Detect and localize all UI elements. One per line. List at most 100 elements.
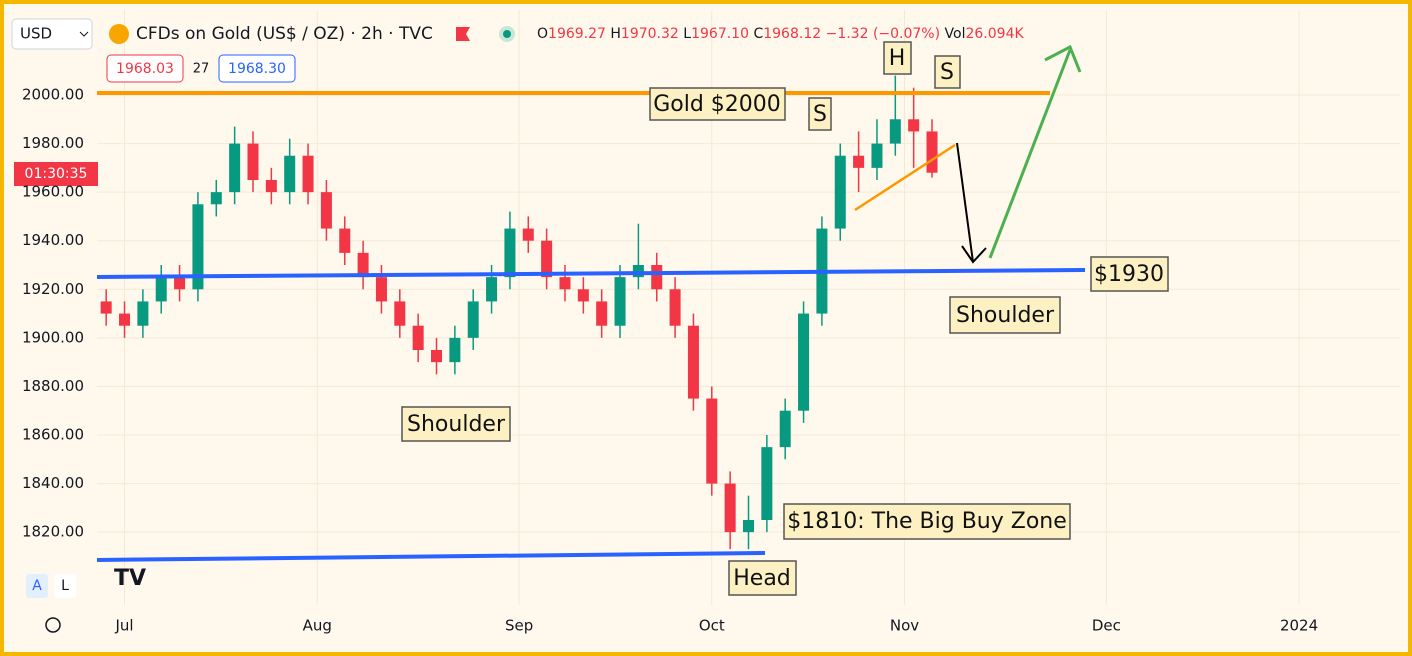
ask: 1968.30	[228, 61, 286, 77]
x-tick-label: Nov	[890, 617, 919, 635]
candle-body	[632, 265, 644, 278]
annotation: Gold $2000	[653, 92, 781, 117]
candle-body	[467, 301, 479, 338]
annotation: Shoulder	[407, 412, 506, 437]
candle-body	[155, 277, 167, 302]
candle-body	[761, 447, 773, 520]
y-tick-label: 1840.00	[22, 474, 84, 492]
candle-body	[504, 228, 516, 278]
candle-body	[853, 155, 865, 168]
candle-body	[834, 155, 846, 229]
x-tick-label: Oct	[699, 617, 725, 635]
annotation-box	[401, 406, 511, 442]
drawings	[96, 44, 1086, 562]
candle-body	[174, 277, 186, 290]
scale-button-label: L	[61, 578, 69, 594]
candle-body	[614, 277, 626, 326]
symbol-icon	[109, 24, 129, 44]
volume-label: Vol	[945, 26, 966, 42]
candle-body	[339, 228, 351, 253]
y-tick-label: 1900.00	[22, 328, 84, 346]
candle-body	[284, 155, 296, 193]
candle-body	[247, 143, 259, 180]
annotation-box	[1090, 256, 1169, 292]
y-tick-label: 1860.00	[22, 426, 84, 444]
ohlc-value: 1969.27	[548, 26, 606, 42]
annotation: S	[813, 102, 827, 127]
ohlc-key: L	[683, 26, 691, 42]
x-tick-label: Sep	[505, 617, 533, 635]
candle-body	[522, 228, 534, 241]
currency-select[interactable]	[11, 18, 93, 50]
candle-body	[449, 337, 461, 363]
y-tick-label: 1920.00	[22, 280, 84, 298]
status-dot	[503, 30, 511, 38]
y-tick-label: 1880.00	[22, 377, 84, 395]
annotation-box	[783, 503, 1071, 540]
countdown-badge	[14, 162, 98, 186]
bid: 1968.03	[116, 61, 174, 77]
x-tick-label: Aug	[303, 617, 332, 635]
spread: 27	[193, 62, 210, 77]
ohlc-value: 1968.12	[763, 26, 821, 42]
settings-icon[interactable]	[45, 617, 61, 633]
candle-body	[596, 301, 608, 326]
candle-body	[431, 350, 443, 363]
x-tick-label: 2024	[1280, 617, 1318, 635]
candle-body	[100, 301, 112, 314]
annotation: Head	[733, 566, 791, 591]
candle-body	[210, 192, 222, 205]
annotation-box	[883, 41, 912, 75]
ohlc-value: 1967.10	[691, 26, 749, 42]
candle-body	[871, 143, 883, 168]
ohlc-key: O	[537, 26, 548, 42]
level-line	[96, 268, 1086, 279]
candle-body	[559, 277, 571, 290]
annotation-box	[934, 55, 961, 89]
candle-body	[724, 483, 736, 533]
scale-button[interactable]	[26, 574, 48, 598]
dropdown-icon	[79, 31, 89, 37]
y-tick-label: 1940.00	[22, 231, 84, 249]
annotations: Gold $2000 S H S $1930 Shoulder Shoulder…	[401, 41, 1169, 596]
arrow	[988, 44, 1082, 259]
candle-body	[320, 192, 332, 229]
annotation-box	[649, 87, 786, 121]
change: −1.32 (−0.07%)	[826, 26, 940, 42]
ohlc-value: 1970.32	[621, 26, 679, 42]
annotation: $1810: The Big Buy Zone	[787, 509, 1067, 534]
symbol: CFDs on Gold (US$ / OZ) · 2h · TVC	[136, 24, 433, 44]
annotation-box	[728, 560, 797, 596]
candle-body	[357, 252, 369, 278]
annotation: $1930	[1094, 262, 1164, 287]
candle-body	[908, 119, 920, 132]
volume: 26.094K	[965, 26, 1024, 42]
candle-body	[706, 398, 718, 484]
bid-button[interactable]	[106, 54, 184, 83]
candle-body	[192, 204, 204, 290]
annotation-box	[808, 97, 832, 131]
candle-body	[265, 180, 277, 193]
logo: TV	[114, 566, 146, 591]
ohlc-key: C	[753, 26, 763, 42]
candle-body	[577, 289, 589, 302]
candle-body	[541, 240, 553, 278]
ohlc-key: H	[610, 26, 621, 42]
candle-body	[412, 325, 424, 350]
candle-body	[486, 277, 498, 302]
candle-body	[651, 265, 663, 290]
scale-button[interactable]	[54, 574, 76, 598]
ask-button[interactable]	[218, 54, 296, 83]
candle-body	[119, 313, 131, 326]
flag-icon[interactable]	[456, 27, 470, 41]
annotation: H	[889, 46, 906, 71]
scale-button-label: A	[32, 578, 42, 594]
annotation-box	[949, 296, 1061, 334]
candle-body	[669, 289, 681, 326]
level-line	[96, 551, 766, 562]
arrow	[956, 142, 987, 264]
candle-body	[137, 301, 149, 326]
ohlc: O1969.27 H1970.32 L1967.10 C1968.12 −1.3…	[537, 26, 1024, 42]
y-tick-label: 2000.00	[22, 86, 84, 104]
